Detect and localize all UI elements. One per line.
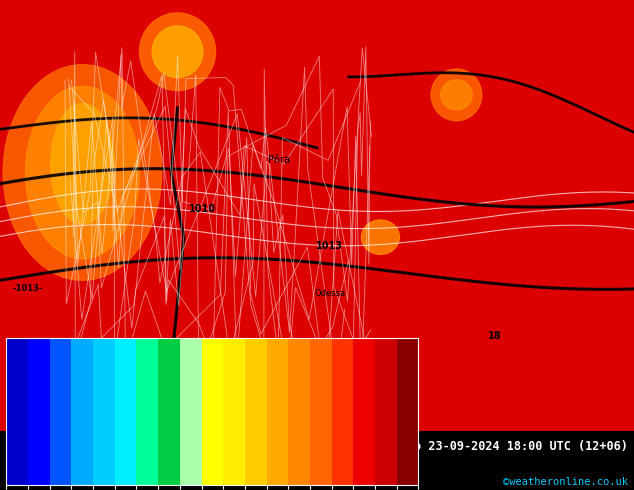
- Ellipse shape: [178, 367, 228, 410]
- Ellipse shape: [361, 220, 399, 254]
- Ellipse shape: [51, 103, 114, 224]
- Text: 18: 18: [488, 331, 501, 342]
- Ellipse shape: [431, 69, 482, 121]
- Text: 1010: 1010: [190, 204, 216, 214]
- Text: Pňra: Pňra: [268, 154, 290, 165]
- Text: Theta-W 850hPa [hPa] ECMWF: Theta-W 850hPa [hPa] ECMWF: [6, 440, 191, 453]
- Ellipse shape: [152, 26, 203, 77]
- Text: Mo 23-09-2024 18:00 UTC (12+06): Mo 23-09-2024 18:00 UTC (12+06): [407, 440, 628, 453]
- Text: 013: 013: [222, 411, 239, 420]
- Text: Odessa: Odessa: [314, 289, 346, 298]
- Ellipse shape: [3, 65, 162, 280]
- Text: ©weatheronline.co.uk: ©weatheronline.co.uk: [503, 477, 628, 487]
- Text: -1013-: -1013-: [13, 284, 43, 294]
- Ellipse shape: [139, 13, 216, 91]
- Ellipse shape: [441, 80, 472, 110]
- Ellipse shape: [25, 86, 139, 259]
- Text: 1013: 1013: [316, 241, 343, 251]
